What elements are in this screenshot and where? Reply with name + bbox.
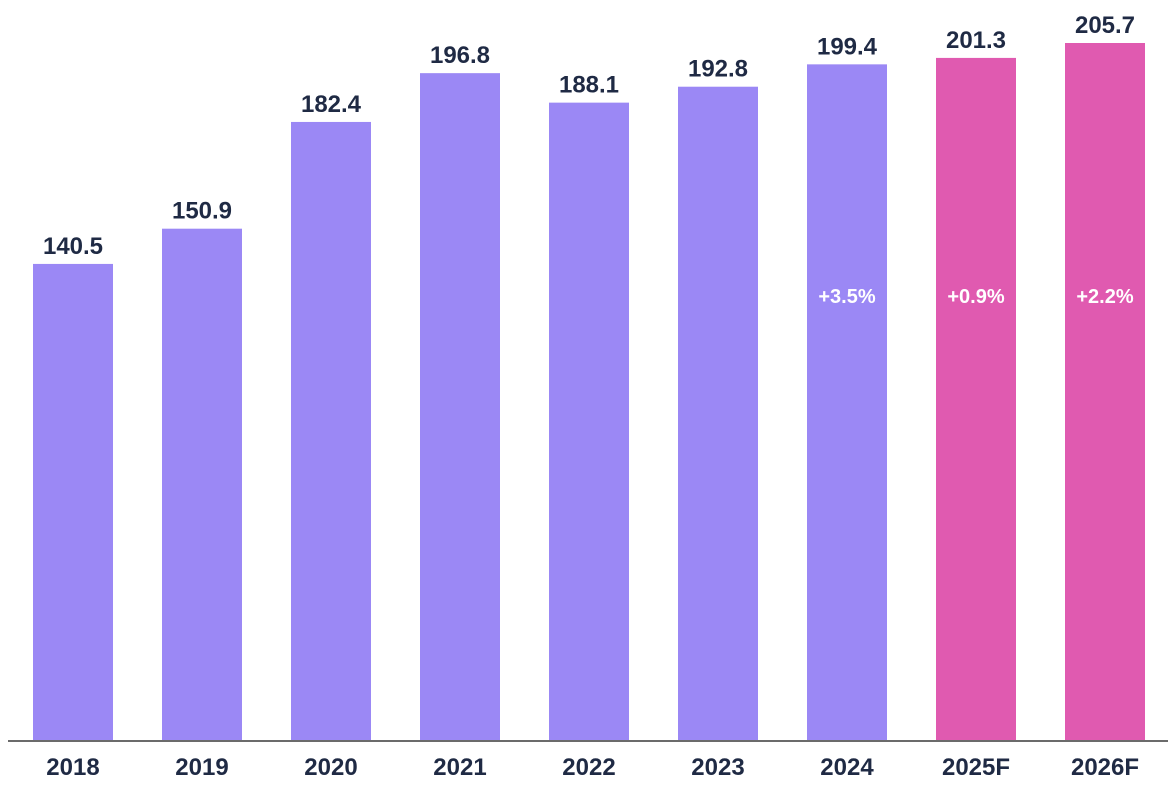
value-label-2025f: 201.3 [946, 27, 1006, 54]
bar-2023 [678, 86, 758, 740]
growth-label-2024: +3.5% [818, 286, 875, 308]
bar-2018 [33, 263, 113, 740]
x-tick-label-2018: 2018 [46, 754, 99, 781]
value-label-2018: 140.5 [43, 233, 103, 260]
bar-2021 [420, 73, 500, 740]
x-tick-label-2019: 2019 [175, 754, 228, 781]
bar-2020 [291, 121, 371, 740]
growth-label-2026f: +2.2% [1076, 286, 1133, 308]
bar-2026f [1065, 43, 1145, 740]
value-label-2019: 150.9 [172, 198, 232, 225]
x-tick-label-2021: 2021 [433, 754, 486, 781]
growth-label-2025f: +0.9% [947, 286, 1004, 308]
value-labels-layer: 140.5 150.9 182.4 196.8 188.1 192.8 199.4 201.3… [43, 12, 1135, 260]
x-tick-label-2020: 2020 [304, 754, 357, 781]
value-label-2022: 188.1 [559, 72, 619, 99]
value-label-2020: 182.4 [301, 91, 362, 118]
value-label-2026f: 205.7 [1075, 12, 1135, 39]
bar-2024 [807, 64, 887, 740]
x-tick-label-2024: 2024 [820, 754, 874, 781]
bar-2025f [936, 57, 1016, 740]
x-tick-label-2022: 2022 [562, 754, 615, 781]
x-tick-label-2026f: 2026F [1071, 754, 1139, 781]
growth-labels-layer: +3.5% +0.9% +2.2% [818, 286, 1133, 308]
value-label-2023: 192.8 [688, 56, 748, 83]
bar-2022 [549, 102, 629, 741]
x-tick-label-2025f: 2025F [942, 754, 1010, 781]
x-tick-labels-layer: 2018 2019 2020 2021 2022 2023 2024 2025F 2026F [46, 754, 1139, 781]
bars-layer [33, 43, 1145, 741]
x-tick-label-2023: 2023 [691, 754, 744, 781]
bar-2019 [162, 228, 242, 740]
value-label-2024: 199.4 [817, 33, 878, 60]
value-label-2021: 196.8 [430, 42, 490, 69]
